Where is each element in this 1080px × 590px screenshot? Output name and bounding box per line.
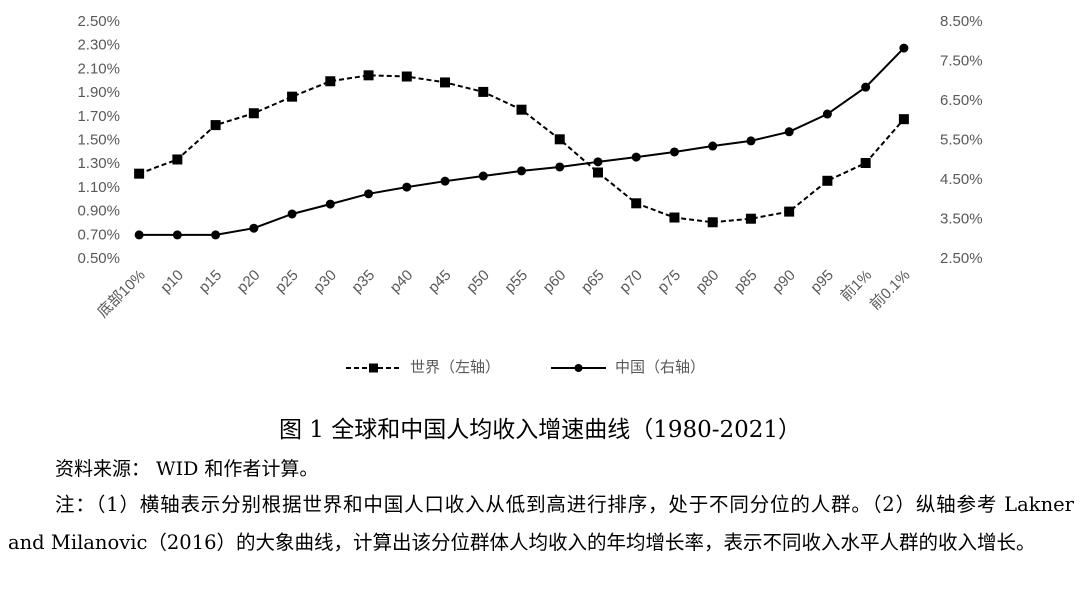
legend-marker: [574, 364, 583, 372]
y2-tick-label: 8.50%: [940, 13, 983, 30]
marker: [517, 166, 526, 176]
legend-marker: [369, 363, 378, 373]
x-tick-label: 前0.1%: [867, 267, 914, 314]
marker: [822, 109, 832, 119]
marker: [440, 176, 450, 186]
y-tick-label: 1.90%: [77, 84, 120, 101]
marker: [554, 134, 565, 145]
source: 资料来源： WID 和作者计算。: [55, 458, 319, 480]
marker: [631, 152, 641, 162]
marker: [325, 76, 336, 87]
x-tick-label: p35: [348, 267, 378, 297]
x-tick-label: p60: [540, 267, 570, 297]
marker: [899, 43, 909, 53]
x-tick-label: p15: [196, 267, 226, 297]
marker: [210, 120, 221, 131]
marker: [248, 108, 259, 119]
marker: [134, 230, 144, 240]
marker: [860, 158, 871, 169]
x-tick-label: p10: [157, 267, 187, 297]
marker: [708, 141, 718, 151]
marker: [402, 182, 412, 192]
y-tick-label: 1.50%: [77, 131, 120, 148]
y-tick-label: 1.10%: [77, 179, 120, 196]
marker: [134, 168, 145, 179]
x-tick-label: 底部10%: [94, 267, 148, 321]
y2-tick-label: 5.50%: [940, 131, 983, 148]
x-tick-label: p80: [693, 267, 723, 297]
marker: [631, 198, 642, 209]
x-tick-label: p85: [731, 267, 761, 297]
x-tick-label: p45: [425, 267, 455, 297]
marker: [669, 147, 679, 157]
y2-tick-label: 4.50%: [940, 171, 983, 188]
caption: 图 1 全球和中国人均收入增速曲线（1980-2021）: [278, 417, 802, 443]
y-tick-label: 0.50%: [77, 250, 120, 267]
marker: [478, 171, 488, 181]
x-tick-label: p25: [272, 267, 302, 297]
marker: [478, 86, 489, 97]
y2-tick-label: 2.50%: [940, 250, 983, 267]
y2-tick-label: 6.50%: [940, 92, 983, 109]
legend-label: 世界（左轴）: [410, 359, 500, 376]
x-tick-label: p95: [807, 267, 837, 297]
y-tick-label: 1.70%: [77, 108, 120, 125]
y-tick-label: 2.10%: [77, 60, 120, 77]
y-tick-label: 0.90%: [77, 203, 120, 220]
marker: [364, 189, 374, 199]
y-tick-label: 0.70%: [77, 226, 120, 243]
marker: [325, 199, 335, 209]
x-tick-label: p90: [769, 267, 799, 297]
y-tick-label: 1.30%: [77, 155, 120, 172]
marker: [172, 230, 182, 240]
y2-tick-label: 3.50%: [940, 210, 983, 227]
marker: [822, 175, 833, 186]
marker: [172, 154, 183, 165]
marker: [401, 71, 412, 82]
marker: [249, 223, 259, 233]
y-tick-label: 2.30%: [77, 37, 120, 54]
marker: [707, 217, 718, 228]
marker: [669, 212, 680, 223]
marker: [784, 206, 795, 217]
x-tick-label: p70: [616, 267, 646, 297]
marker: [784, 127, 794, 137]
x-tick-label: p50: [463, 267, 493, 297]
marker: [363, 70, 374, 81]
x-tick-label: p40: [387, 267, 417, 297]
x-tick-label: p20: [234, 267, 264, 297]
x-tick-label: p75: [654, 267, 684, 297]
marker: [898, 114, 909, 125]
marker: [211, 230, 221, 240]
marker: [287, 209, 297, 219]
marker: [861, 82, 871, 92]
series-line: [138, 74, 905, 224]
marker: [745, 213, 756, 224]
x-tick-label: p30: [310, 267, 340, 297]
x-tick-label: p65: [578, 267, 608, 297]
x-tick-label: p55: [501, 267, 531, 297]
marker: [746, 136, 756, 146]
marker: [516, 104, 527, 115]
marker: [555, 162, 565, 172]
marker: [440, 77, 451, 88]
chart: 0.50% 0.70% 0.90% 1.10% 1.30% 1.50% 1.70% 1.90%…: [77, 13, 983, 376]
y2-tick-label: 7.50%: [940, 52, 983, 69]
marker: [287, 91, 298, 102]
marker: [593, 157, 603, 167]
legend-label: 中国（右轴）: [615, 359, 705, 376]
marker: [592, 167, 603, 178]
y-tick-label: 2.50%: [77, 13, 120, 30]
note: 注：（1）横轴表示分别根据世界和中国人口收入从低到高进行排序，处于不同分位的人群…: [8, 493, 1074, 554]
